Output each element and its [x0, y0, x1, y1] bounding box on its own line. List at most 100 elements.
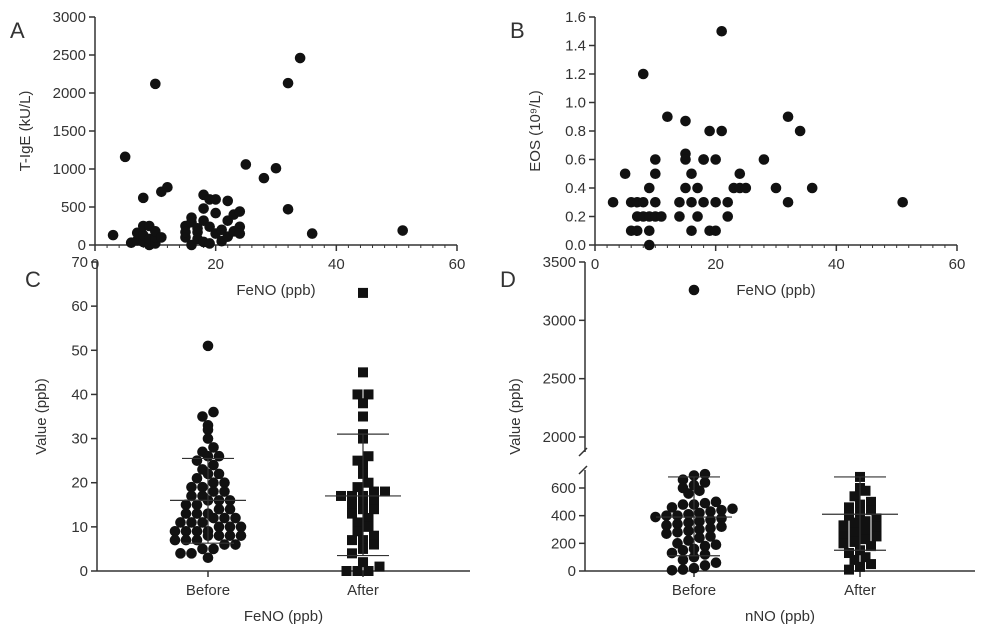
data-point-square	[866, 541, 876, 552]
y-axis-label: EOS (10⁹/L)	[527, 90, 544, 171]
data-point	[683, 488, 694, 499]
data-point	[208, 406, 219, 418]
data-point	[694, 515, 705, 527]
data-point-square	[374, 561, 385, 572]
data-point	[806, 182, 818, 194]
category-label: After	[844, 582, 876, 599]
data-point	[294, 52, 306, 64]
data-point	[694, 524, 705, 535]
x-tick-label: 40	[828, 256, 845, 273]
data-point	[661, 520, 672, 531]
data-point	[219, 486, 230, 497]
data-point	[710, 496, 722, 508]
data-point	[661, 510, 672, 521]
data-point	[674, 196, 685, 208]
data-point	[688, 284, 700, 296]
x-tick-label: 20	[207, 256, 224, 273]
data-point-square	[838, 530, 849, 541]
y-tick-label: 0	[80, 563, 88, 580]
data-point	[716, 521, 727, 533]
data-point	[180, 508, 192, 519]
data-point	[698, 196, 709, 208]
data-point	[204, 221, 215, 233]
data-point	[794, 125, 806, 137]
data-point	[235, 530, 247, 541]
data-point	[397, 225, 409, 236]
data-point	[222, 195, 234, 207]
data-point	[699, 497, 711, 509]
y-tick-label: 0.2	[565, 209, 586, 226]
data-point	[716, 125, 727, 137]
y-axis-label: Value (ppb)	[33, 378, 50, 454]
data-point	[197, 481, 208, 493]
data-point	[727, 503, 738, 515]
data-point	[704, 125, 715, 137]
panel-b: B 0 20 40 60 0.0 0.2 0.4 0.6 0.8 1.0 1.2 1.4 1.6 FeNO …	[510, 9, 965, 299]
data-point	[705, 531, 716, 542]
data-point	[235, 521, 247, 533]
axis-break-mark	[578, 447, 588, 475]
panel-letter: C	[25, 267, 41, 292]
data-point-square	[860, 524, 871, 535]
data-point	[202, 424, 214, 436]
data-point-square	[860, 516, 871, 527]
y-tick-label: 20	[71, 475, 88, 492]
data-point	[666, 547, 678, 559]
x-tick-label: 40	[328, 256, 345, 273]
data-point	[240, 159, 252, 170]
data-point	[688, 470, 700, 481]
data-point	[716, 504, 727, 516]
data-point	[705, 506, 716, 517]
data-point	[758, 154, 770, 165]
data-point	[213, 503, 225, 515]
data-point	[734, 168, 746, 180]
data-point	[219, 512, 230, 524]
y-tick-label: 50	[71, 342, 88, 359]
data-point	[210, 207, 221, 219]
data-point-square	[866, 559, 876, 570]
data-point	[202, 552, 214, 564]
data-point	[694, 485, 705, 497]
data-point	[186, 490, 197, 502]
y-tick-label: 70	[71, 254, 88, 271]
data-point	[107, 229, 119, 241]
data-point	[686, 225, 697, 237]
data-point-square	[849, 517, 860, 528]
y-tick-label: 10	[71, 519, 88, 536]
data-point	[234, 228, 246, 239]
y-axis-label: Value (ppb)	[507, 378, 524, 454]
data-point	[119, 151, 131, 163]
data-point	[186, 548, 197, 559]
data-point	[740, 182, 752, 194]
data-point	[650, 154, 661, 165]
y-tick-label: 1.0	[565, 95, 586, 112]
data-point-square	[380, 486, 390, 497]
data-point	[677, 564, 689, 575]
y-tick-label: 30	[71, 431, 88, 448]
data-point	[644, 182, 655, 194]
data-point	[213, 450, 225, 462]
data-point	[230, 512, 241, 524]
data-point	[688, 551, 700, 563]
data-point	[662, 111, 673, 123]
data-point	[699, 477, 711, 488]
data-point	[180, 534, 192, 546]
data-point-square	[369, 504, 379, 515]
data-point	[197, 517, 208, 528]
data-point-square	[849, 536, 860, 547]
data-point	[191, 473, 203, 484]
data-point-square	[849, 554, 860, 565]
data-point	[234, 206, 246, 217]
data-point	[150, 78, 161, 90]
data-point-square	[860, 485, 871, 496]
data-point	[782, 111, 794, 123]
data-point-square	[352, 482, 363, 493]
data-point	[607, 196, 619, 208]
data-point-square	[849, 491, 860, 502]
y-tick-label: 1.2	[565, 66, 586, 83]
data-point	[208, 543, 219, 555]
data-point-square	[866, 496, 876, 507]
data-point	[282, 77, 294, 89]
data-point-square	[352, 526, 363, 537]
data-point	[208, 486, 219, 497]
